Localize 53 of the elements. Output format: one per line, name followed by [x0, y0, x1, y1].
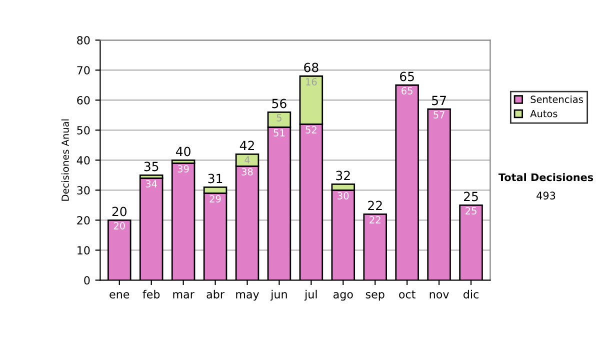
- legend-label: Autos: [530, 110, 558, 118]
- x-tick-label: jul: [304, 290, 317, 301]
- total-label: 32: [336, 170, 350, 180]
- total-label: 40: [176, 146, 190, 156]
- data-label: 20: [114, 222, 125, 230]
- total-label: 56: [272, 98, 286, 108]
- x-tick-label: oct: [399, 290, 416, 298]
- x-tick-label: ago: [333, 292, 353, 301]
- y-tick-label: 60: [77, 96, 90, 105]
- y-tick-label: 70: [77, 66, 90, 75]
- y-tick-label: 80: [77, 36, 90, 44]
- x-tick-label: may: [236, 292, 260, 301]
- data-label: 5: [276, 114, 282, 122]
- data-label: 30: [338, 192, 349, 200]
- data-label: 38: [242, 168, 253, 176]
- total-label: 20: [112, 206, 127, 216]
- data-label: 25: [466, 207, 476, 214]
- y-tick-label: 0: [84, 276, 90, 285]
- y-axis-title: Decisiones Anual: [61, 119, 69, 201]
- total-label: 68: [304, 62, 318, 72]
- total-label: 35: [144, 162, 158, 172]
- total-label: 31: [208, 174, 222, 184]
- x-tick-label: sep: [366, 292, 384, 301]
- x-tick-label: abr: [206, 290, 224, 298]
- data-label: 65: [402, 87, 412, 94]
- data-label: 29: [210, 195, 221, 202]
- data-label: 52: [306, 126, 316, 134]
- text: Total Decisiones: [498, 173, 594, 182]
- total-label: 65: [400, 72, 414, 82]
- x-tick-label: ene: [110, 292, 130, 298]
- x-tick-label: jun: [270, 290, 287, 301]
- data-label: 51: [274, 129, 285, 136]
- y-tick-label: 10: [78, 246, 90, 255]
- y-tick-label: 20: [77, 216, 90, 225]
- text: 493: [536, 192, 556, 200]
- data-label: 39: [178, 165, 189, 172]
- y-tick-label: 40: [76, 156, 90, 165]
- x-tick-label: nov: [430, 292, 449, 298]
- total-label: 42: [240, 140, 254, 150]
- data-label: 34: [146, 180, 157, 188]
- data-label: 16: [306, 78, 317, 86]
- x-tick-label: feb: [142, 290, 160, 298]
- data-label: 4: [244, 156, 250, 164]
- data-label: 57: [434, 111, 444, 118]
- y-tick-label: 50: [77, 126, 90, 135]
- data-label: 22: [370, 216, 380, 224]
- y-tick-label: 30: [77, 186, 90, 195]
- x-tick-label: dic: [464, 290, 478, 298]
- legend-label: Sentencias: [530, 95, 583, 104]
- x-tick-label: mar: [173, 292, 194, 298]
- total-label: 57: [432, 96, 446, 106]
- total-label: 25: [464, 192, 478, 202]
- total-label: 22: [368, 200, 382, 210]
